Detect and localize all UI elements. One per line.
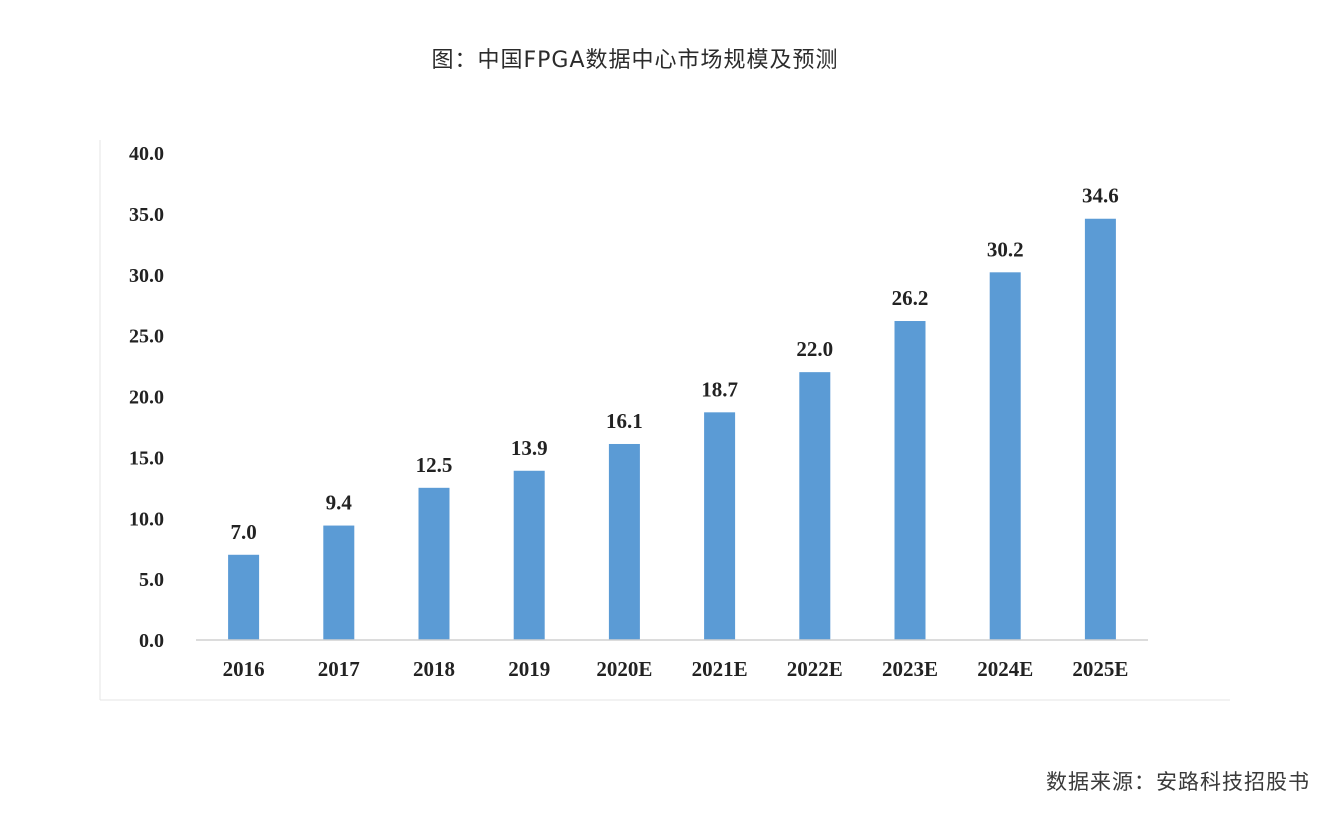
bar-value-label: 12.5 [416, 453, 453, 477]
y-tick-label: 20.0 [129, 387, 164, 409]
bar-value-label: 13.9 [511, 436, 548, 460]
bar-value-label: 7.0 [230, 520, 256, 544]
x-tick-label: 2025E [1072, 657, 1128, 681]
bar-value-label: 22.0 [796, 337, 833, 361]
x-tick-label: 2024E [977, 657, 1033, 681]
bar-value-label: 30.2 [987, 237, 1024, 261]
x-tick-label: 2019 [508, 657, 550, 681]
bar-value-label: 16.1 [606, 409, 643, 433]
bar [894, 321, 926, 640]
bar [989, 272, 1021, 640]
y-tick-label: 40.0 [129, 143, 164, 165]
y-tick-label: 0.0 [139, 630, 164, 652]
x-tick-label: 2016 [223, 657, 265, 681]
data-labels: 7.0 9.4 12.5 13.9 16.1 18.7 22.0 26.2 30.2 34.6 [230, 184, 1118, 544]
y-tick-label: 5.0 [139, 569, 164, 591]
source-note: 数据来源：安路科技招股书 [1046, 770, 1310, 794]
y-tick-label: 10.0 [129, 508, 164, 530]
x-tick-label: 2018 [413, 657, 455, 681]
bar [1084, 218, 1116, 640]
y-tick-label: 25.0 [129, 326, 164, 348]
bar [704, 412, 736, 640]
bar-value-label: 9.4 [326, 491, 353, 515]
x-tick-label: 2023E [882, 657, 938, 681]
bar [323, 525, 355, 640]
y-tick-label: 15.0 [129, 447, 164, 469]
x-tick-label: 2022E [787, 657, 843, 681]
bar-value-label: 18.7 [701, 377, 738, 401]
x-tick-label: 2017 [318, 657, 360, 681]
bar [418, 487, 450, 640]
bar [513, 470, 545, 640]
bars [228, 218, 1116, 640]
y-tick-label: 35.0 [129, 204, 164, 226]
x-tick-label: 2021E [692, 657, 748, 681]
bar [799, 372, 831, 640]
y-tick-label: 30.0 [129, 265, 164, 287]
y-axis-ticks: 0.0 5.0 10.0 15.0 20.0 25.0 30.0 35.0 40.0 [129, 143, 164, 652]
bar-value-label: 34.6 [1082, 184, 1119, 208]
x-axis-labels: 2016 2017 2018 2019 2020E 2021E 2022E 2023E 2024… [223, 657, 1129, 681]
chart-title: 图：中国FPGA数据中心市场规模及预测 [431, 48, 839, 73]
bar-value-label: 26.2 [892, 286, 929, 310]
bar [228, 554, 260, 640]
x-tick-label: 2020E [596, 657, 652, 681]
bar [608, 443, 640, 640]
